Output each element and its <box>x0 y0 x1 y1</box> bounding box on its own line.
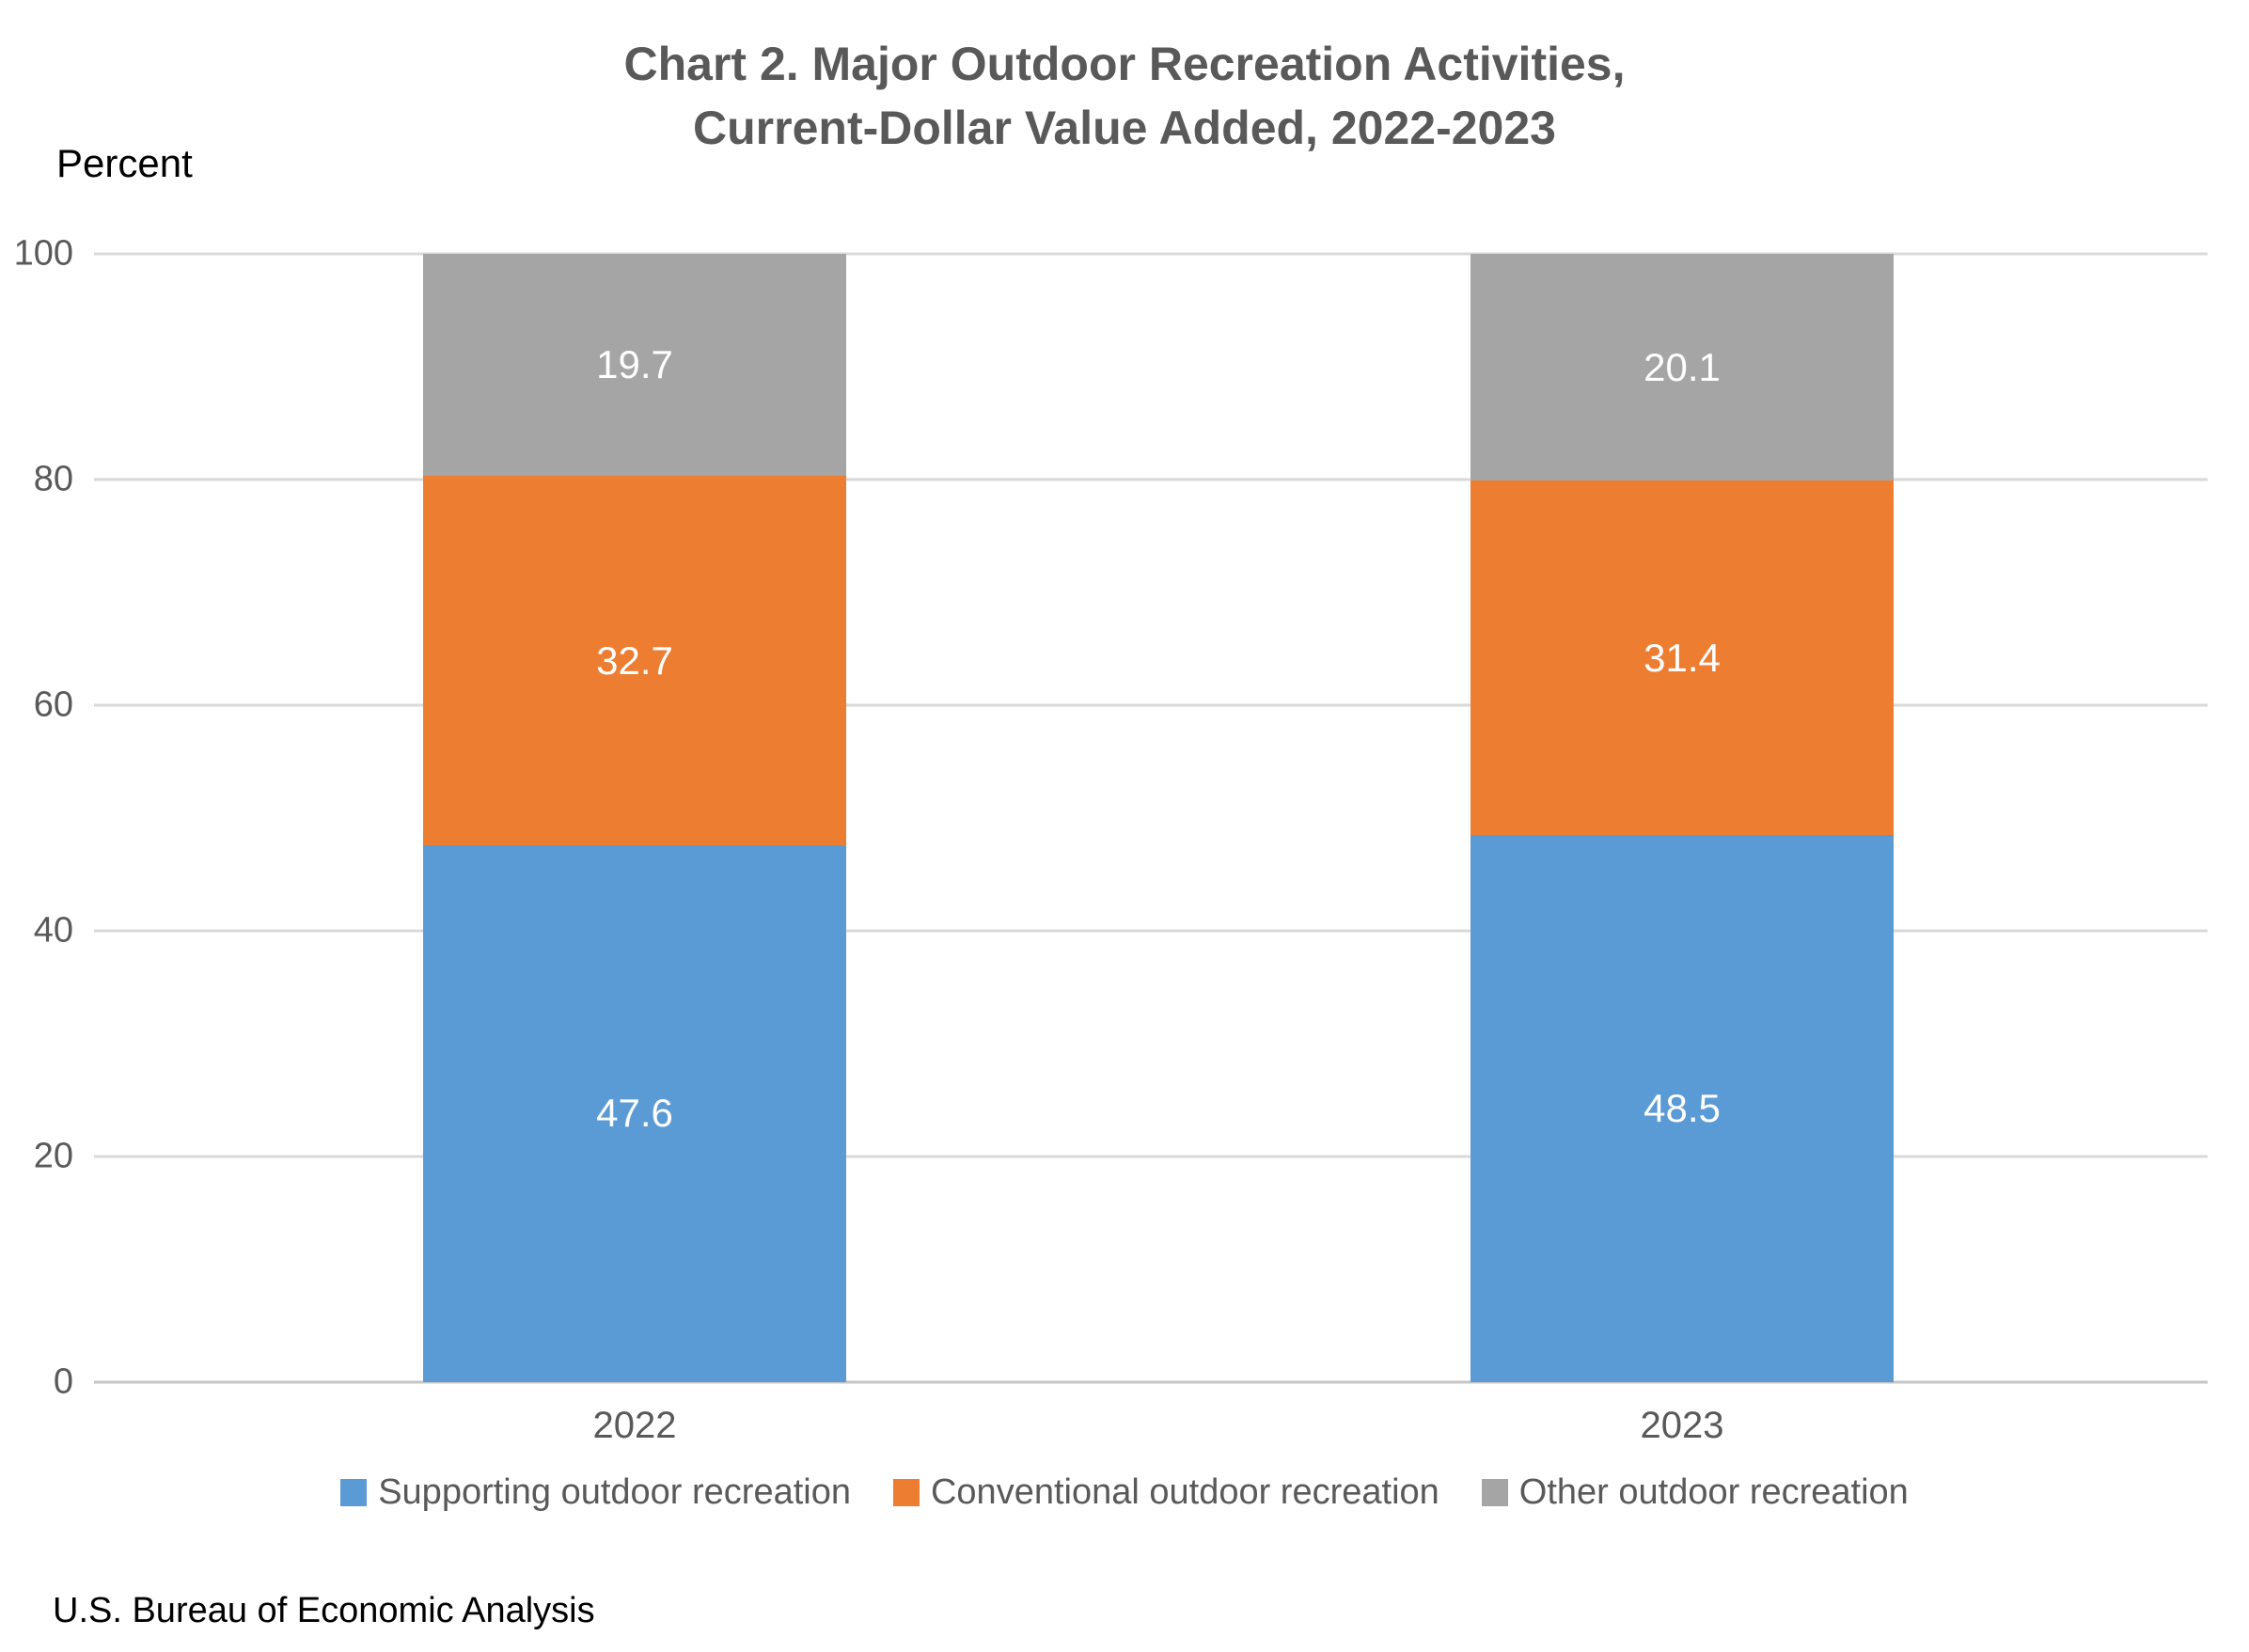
x-tick-label-2022: 2022 <box>592 1405 677 1446</box>
legend-swatch-blue <box>340 1479 368 1506</box>
bar-segment: 32.7 <box>423 476 846 845</box>
y-tick-label-80: 80 <box>33 459 73 499</box>
legend-item-conventional: Conventional outdoor recreation <box>892 1472 1439 1513</box>
gridline-0 <box>94 1380 2208 1384</box>
y-axis-labels: 100 80 60 40 20 0 <box>0 234 73 1402</box>
bar-stack: 48.5 31.4 20.1 <box>1470 254 1894 1382</box>
y-axis-unit-label: Percent <box>56 141 193 185</box>
bar-value-label: 19.7 <box>596 342 673 387</box>
x-tick-label-2023: 2023 <box>1640 1405 1724 1446</box>
bar-segment: 20.1 <box>1470 254 1894 481</box>
bar-segment: 31.4 <box>1470 480 1894 835</box>
chart-title-line1: Chart 2. Major Outdoor Recreation Activi… <box>623 38 1626 90</box>
legend-swatch-gray <box>1481 1479 1508 1506</box>
plot-area: 47.6 32.7 19.7 48.5 31.4 20.1 <box>94 252 2208 1384</box>
bar-value-label: 20.1 <box>1644 344 1721 389</box>
bar-value-label: 31.4 <box>1644 635 1721 680</box>
legend-label: Other outdoor recreation <box>1518 1472 1909 1512</box>
bar-segment: 48.5 <box>1470 835 1894 1382</box>
gridline-40 <box>94 929 2208 933</box>
gridline-20 <box>94 1155 2208 1158</box>
legend-swatch-orange <box>892 1479 920 1506</box>
legend-label: Conventional outdoor recreation <box>930 1472 1439 1512</box>
gridline-60 <box>94 703 2208 707</box>
bar-value-label: 32.7 <box>596 637 673 683</box>
legend: Supporting outdoor recreation Convention… <box>0 1472 2249 1513</box>
y-tick-label-60: 60 <box>33 684 73 725</box>
bar-value-label: 48.5 <box>1644 1086 1721 1130</box>
y-tick-label-100: 100 <box>13 233 73 274</box>
gridline-100 <box>94 252 2208 256</box>
source-attribution: U.S. Bureau of Economic Analysis <box>53 1591 595 1630</box>
bar-segment: 19.7 <box>423 254 846 477</box>
legend-label: Supporting outdoor recreation <box>378 1472 851 1512</box>
bar-stack: 47.6 32.7 19.7 <box>423 254 846 1382</box>
gridline-80 <box>94 478 2208 481</box>
y-tick-label-20: 20 <box>33 1136 73 1176</box>
legend-item-supporting: Supporting outdoor recreation <box>340 1472 851 1513</box>
y-tick-label-40: 40 <box>33 910 73 951</box>
chart-title: Chart 2. Major Outdoor Recreation Activi… <box>0 32 2249 160</box>
chart-title-line2: Current-Dollar Value Added, 2022-2023 <box>693 102 1556 154</box>
bar-segment: 47.6 <box>423 844 846 1382</box>
bar-value-label: 47.6 <box>596 1091 673 1136</box>
legend-item-other: Other outdoor recreation <box>1481 1472 1909 1513</box>
y-tick-label-0: 0 <box>53 1361 73 1402</box>
